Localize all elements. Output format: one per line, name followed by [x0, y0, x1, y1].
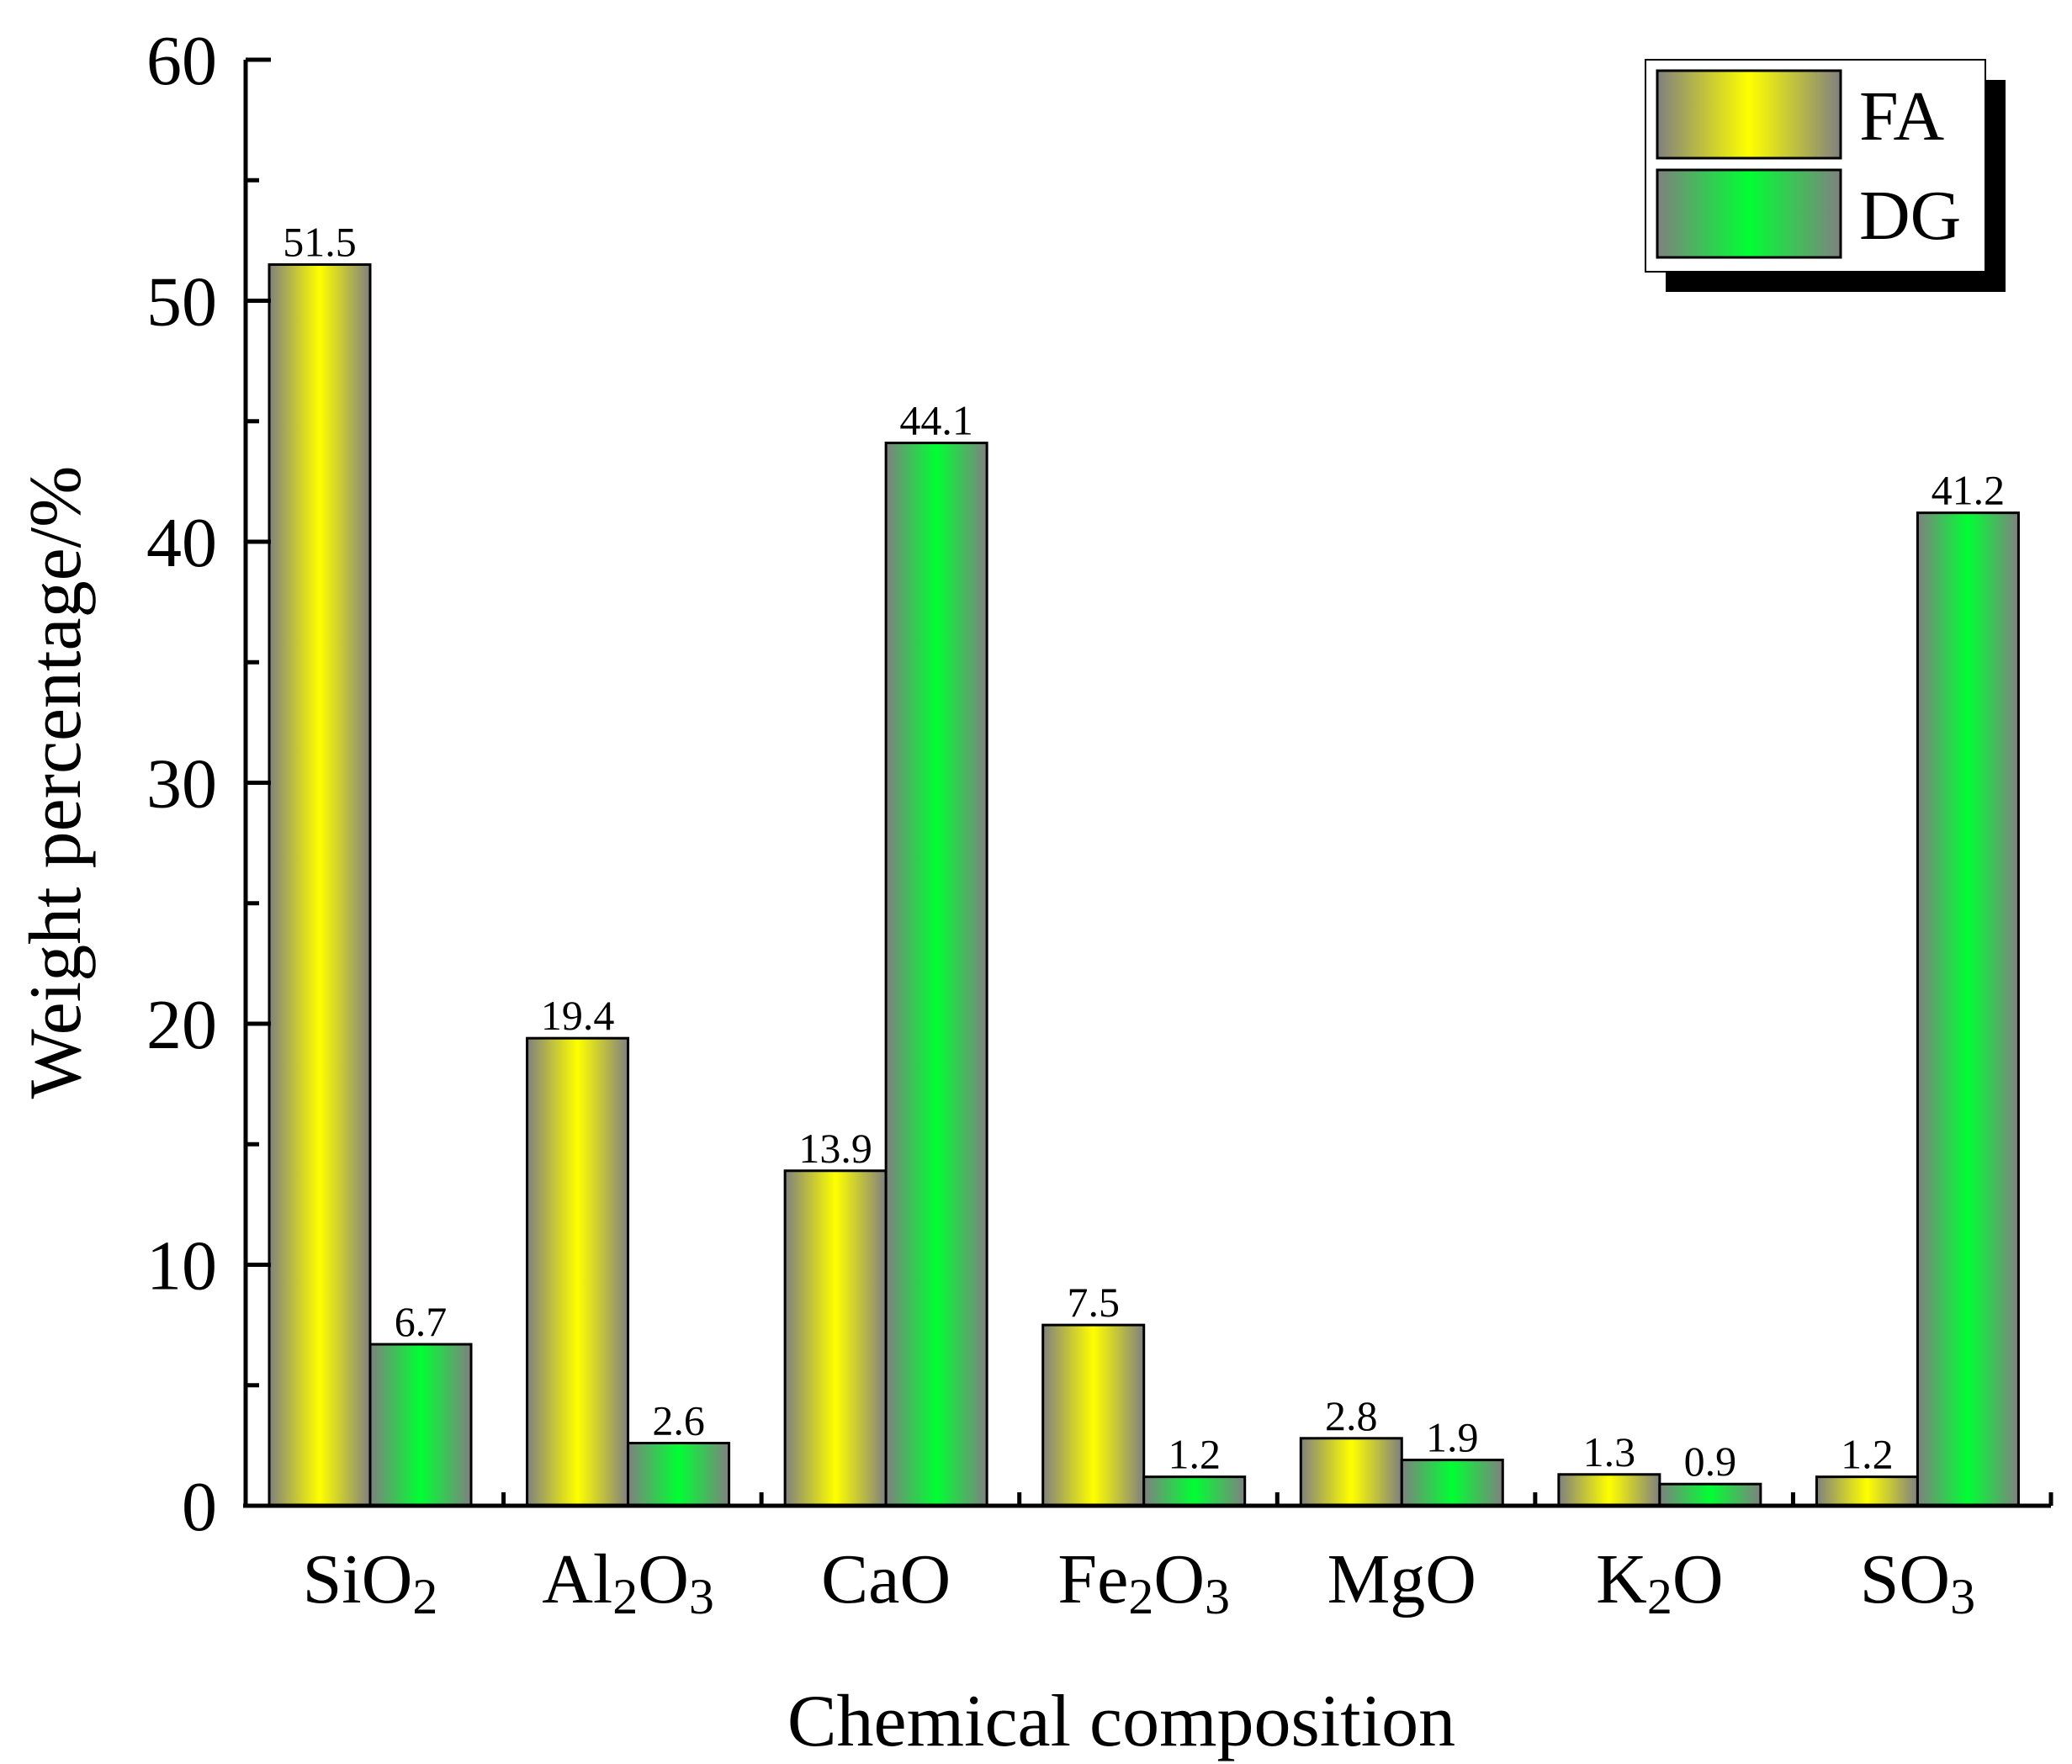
x-tick-label-k: K2O — [1596, 1540, 1723, 1624]
bar-dg-fe — [1142, 1475, 1247, 1507]
x-tick-label-so: SO3 — [1860, 1540, 1975, 1624]
bar-dg-sio — [368, 1343, 473, 1507]
value-label-fa-k: 1.3 — [1583, 1428, 1636, 1475]
y-tick-label: 50 — [146, 263, 217, 342]
y-tick-label: 0 — [182, 1468, 217, 1546]
bar-fa-mgo — [1299, 1437, 1403, 1507]
legend-swatch-dg — [1656, 168, 1842, 259]
x-tick-label-cao: CaO — [821, 1540, 951, 1618]
bar-fa-al — [526, 1036, 630, 1507]
value-labels-layer: 51.5 6.7 19.4 2.6 13.9 44.1 7.5 1.2 2.8 1.9 1.3 0.9… — [283, 219, 2005, 1486]
value-label-fa-fe: 7.5 — [1067, 1279, 1120, 1326]
legend-label-fa: FA — [1859, 77, 1944, 156]
value-label-dg-sio: 6.7 — [395, 1298, 448, 1345]
bar-fa-k — [1557, 1473, 1661, 1507]
bars-layer — [268, 263, 2020, 1507]
value-label-dg-k: 0.9 — [1684, 1438, 1737, 1485]
value-label-fa-cao: 13.9 — [798, 1125, 872, 1172]
bar-dg-so — [1916, 511, 2020, 1507]
y-tick-label: 10 — [146, 1227, 217, 1306]
x-tick-label-al: Al2O3 — [542, 1540, 714, 1624]
value-label-fa-al: 19.4 — [541, 992, 615, 1039]
value-label-dg-so: 41.2 — [1932, 467, 2006, 514]
legend: FA DG — [1645, 59, 2006, 292]
legend-entries: FA DG — [1656, 69, 1961, 259]
y-axis-title: Weight percentage/% — [15, 466, 97, 1099]
value-label-dg-cao: 44.1 — [899, 397, 973, 444]
y-tick-label: 20 — [146, 986, 217, 1064]
y-ticks: 0 10 20 30 40 50 60 — [146, 22, 271, 1546]
legend-label-dg: DG — [1859, 177, 1961, 255]
x-axis-title: Chemical composition — [787, 1681, 1455, 1762]
bar-fa-sio — [268, 263, 372, 1507]
bar-fa-fe — [1041, 1323, 1146, 1507]
value-label-fa-so: 1.2 — [1841, 1431, 1894, 1478]
bar-fa-cao — [783, 1169, 888, 1507]
x-tick-label-sio: SiO2 — [303, 1540, 438, 1624]
bar-dg-k — [1658, 1482, 1762, 1507]
value-label-dg-fe: 1.2 — [1168, 1431, 1221, 1478]
bar-dg-mgo — [1400, 1459, 1504, 1507]
y-tick-label: 30 — [146, 745, 217, 824]
y-tick-label: 40 — [146, 504, 217, 582]
legend-swatch-fa — [1656, 69, 1842, 160]
x-ticks: SiO2 Al2O3 CaO Fe2O3 MgO K2O SO3 — [303, 1492, 2053, 1624]
x-tick-label-fe: Fe2O3 — [1057, 1540, 1230, 1624]
bar-fa-so — [1815, 1475, 1919, 1507]
x-tick-label-mgo: MgO — [1327, 1540, 1476, 1618]
bar-dg-cao — [884, 442, 988, 1507]
value-label-dg-al: 2.6 — [652, 1397, 705, 1444]
value-label-dg-mgo: 1.9 — [1426, 1414, 1479, 1461]
value-label-fa-mgo: 2.8 — [1325, 1392, 1378, 1439]
bar-dg-al — [627, 1442, 731, 1507]
value-label-fa-sio: 51.5 — [283, 219, 357, 266]
y-tick-label: 60 — [146, 22, 217, 100]
